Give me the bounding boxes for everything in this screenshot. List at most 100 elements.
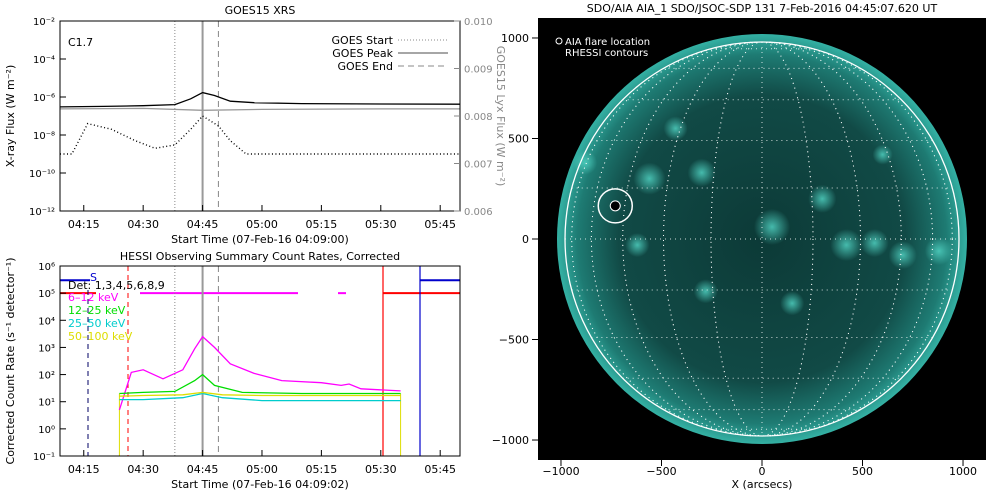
active-region-9 [924, 236, 953, 266]
legend-goes-end: GOES End [337, 60, 393, 73]
hessi-ytick-label: 10⁻¹ [33, 452, 55, 463]
hessi-ytick-label: 10³ [38, 343, 55, 354]
goes-ytick-label: 10⁻⁴ [33, 55, 55, 66]
active-region-2 [687, 158, 716, 187]
aia-x-axis: −1000 −500 0 500 1000 [542, 460, 977, 478]
goes-ytick-label: 10⁻² [33, 17, 55, 28]
aia-panel: SDO/AIA AIA_1 SDO/JSOC-SDP 131 7-Feb-201… [492, 2, 986, 491]
aia-xtick-label: 0 [759, 465, 766, 478]
aia-xtick-label: −1000 [542, 465, 579, 478]
goes-plot-area [60, 21, 460, 211]
goes-ytick-right-label: 0.007 [464, 160, 493, 171]
hessi-series-2 [119, 392, 401, 402]
active-region-5 [808, 184, 837, 213]
legend-circle-marker [555, 37, 563, 45]
sun-active-regions [573, 116, 953, 316]
hessi-series-1 [119, 373, 401, 395]
goes-ytick-right-label: 0.008 [464, 112, 493, 123]
legend-6-12: 6–12 keV [68, 291, 119, 304]
active-region-4 [753, 208, 791, 246]
legend-aia-flare: AIA flare location [565, 37, 650, 48]
flare-location-circle [597, 188, 634, 224]
hessi-xtick-label: 04:15 [68, 463, 100, 476]
hessi-ytick-label: 10¹ [38, 398, 55, 409]
goes-series-0 [60, 91, 460, 108]
legend-goes-peak: GOES Peak [332, 47, 393, 60]
aia-ytick-label: 1000 [501, 32, 529, 45]
goes-ylabel-right: GOES15 Lyx Flux (W m⁻²) [494, 46, 507, 187]
hessi-y-axis: 10⁶ 10⁵ 10⁴ 10³ 10² 10¹ 10⁰ 10⁻¹ [33, 262, 66, 463]
aia-image [557, 34, 967, 444]
aia-xtick-label: 500 [852, 465, 873, 478]
aia-ytick-label: −1000 [492, 434, 529, 447]
hessi-ytick-label: 10² [38, 371, 55, 382]
goes-xtick-label: 05:15 [306, 218, 338, 231]
goes-series-1 [60, 107, 460, 111]
aia-xtick-label: −500 [646, 465, 676, 478]
legend-rhessi: RHESSI contours [565, 48, 648, 59]
hessi-frame [59, 265, 461, 457]
goes-x-axis: 04:15 04:30 04:45 05:00 05:15 05:30 05:45 [68, 205, 456, 231]
active-region-7 [860, 228, 889, 258]
goes-y-axis-right: 0.010 0.009 0.008 0.007 0.006 [454, 17, 493, 218]
active-region-6 [830, 228, 863, 262]
hessi-ylabel: Corrected Count Rate (s⁻¹ detector⁻¹) [4, 258, 17, 465]
hessi-xtick-label: 05:30 [365, 463, 397, 476]
aia-xtick-label: 1000 [949, 465, 977, 478]
goes-ytick-label: 10⁻¹⁰ [29, 169, 55, 180]
active-region-12 [663, 116, 688, 141]
hessi-xtick-label: 05:15 [306, 463, 338, 476]
goes-ytick-label: 10⁻⁸ [33, 131, 55, 142]
hessi-xtick-label: 05:45 [424, 463, 456, 476]
active-region-1 [633, 162, 666, 195]
goes-panel: GOES15 XRS 04:15 04:30 04:45 05:00 05:15 05:3… [4, 4, 507, 246]
longitude-line [590, 41, 934, 437]
hessi-ytick-label: 10⁶ [38, 262, 55, 273]
goes-legend: GOES Start GOES Peak GOES End [332, 34, 448, 73]
goes-frame [59, 20, 461, 212]
active-region-3 [625, 232, 650, 258]
hessi-ytick-label: 10⁰ [38, 425, 55, 436]
hessi-panel: HESSI Observing Summary Count Rates, Cor… [4, 250, 461, 491]
aia-xlabel: X (arcsecs) [732, 478, 793, 491]
aia-ytick-label: −500 [499, 334, 529, 347]
rhessi-contour [609, 200, 621, 212]
goes-series-2 [60, 115, 460, 155]
goes-y-axis: 10⁻² 10⁻⁴ 10⁻⁶ 10⁻⁸ 10⁻¹⁰ 10⁻¹² [29, 17, 66, 218]
aia-y-axis: 1000 500 0 −500 −1000 [492, 32, 538, 447]
legend-12-25: 12–25 keV [68, 304, 126, 317]
active-region-13 [872, 144, 893, 165]
active-region-8 [888, 241, 917, 270]
hessi-ytick-label: 10⁴ [38, 316, 55, 327]
hessi-series-3 [119, 391, 401, 397]
hessi-plot-area [60, 266, 460, 456]
goes-ytick-right-label: 0.010 [464, 17, 493, 28]
goes-xtick-label: 05:00 [246, 218, 278, 231]
hessi-legend: 6–12 keV 12–25 keV 25–50 keV 50–100 keV [68, 291, 133, 343]
hessi-xtick-label: 04:30 [127, 463, 159, 476]
goes-ylabel: X-ray Flux (W m⁻²) [4, 65, 17, 167]
hessi-detectors: Det: 1,3,4,5,6,8,9 [68, 279, 165, 292]
hessi-xtick-label: 05:00 [246, 463, 278, 476]
legend-goes-start: GOES Start [332, 34, 394, 47]
aia-title: SDO/AIA AIA_1 SDO/JSOC-SDP 131 7-Feb-201… [587, 2, 938, 15]
solar-limb [564, 41, 960, 437]
hessi-s-flag: S [90, 271, 97, 284]
goes-ytick-right-label: 0.009 [464, 65, 493, 76]
legend-50-100: 50–100 keV [68, 330, 133, 343]
goes-ytick-right-label: 0.006 [464, 207, 493, 218]
aia-ytick-label: 0 [522, 233, 529, 246]
hessi-x-axis: 04:15 04:30 04:45 05:00 05:15 05:30 05:45 [68, 450, 456, 476]
goes-ytick-label: 10⁻¹² [29, 207, 55, 218]
hessi-xtick-label: 04:45 [187, 463, 219, 476]
hessi-title: HESSI Observing Summary Count Rates, Cor… [120, 250, 400, 263]
hessi-ytick-label: 10⁵ [38, 289, 55, 300]
goes-xtick-label: 05:45 [424, 218, 456, 231]
goes-ytick-label: 10⁻⁶ [33, 93, 55, 104]
hessi-series-0 [118, 335, 401, 411]
goes-xtick-label: 04:45 [187, 218, 219, 231]
goes-flare-class: C1.7 [68, 36, 93, 49]
legend-25-50: 25–50 keV [68, 317, 126, 330]
hessi-xlabel: Start Time (07-Feb-16 04:09:02) [171, 478, 349, 491]
